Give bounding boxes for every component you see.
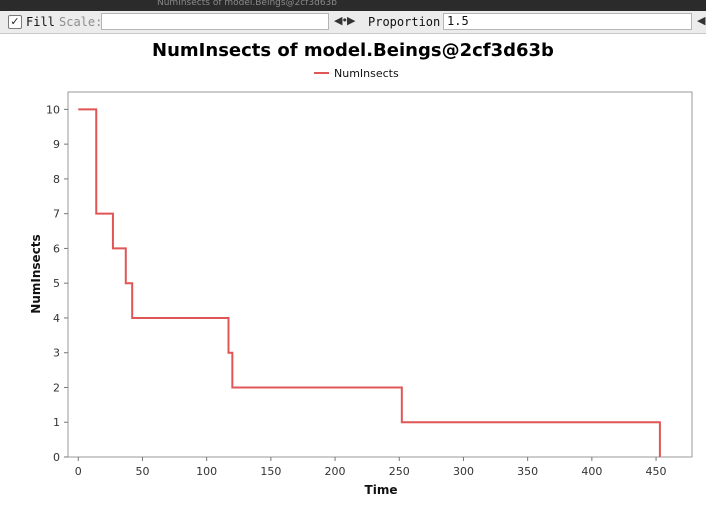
y-tick-label: 2 <box>53 381 60 394</box>
scale-label: Scale: <box>59 15 103 29</box>
x-tick-label: 100 <box>196 465 217 478</box>
y-tick-label: 0 <box>53 451 60 464</box>
y-tick-label: 8 <box>53 173 60 186</box>
y-tick-label: 4 <box>53 312 60 325</box>
plot-area <box>67 91 693 458</box>
legend-label: NumInsects <box>334 67 399 80</box>
window-titlebar: NumInsects of model.Beings@2cf3d63b <box>0 0 706 11</box>
y-tick-label: 5 <box>53 277 60 290</box>
y-tick-label: 7 <box>53 208 60 221</box>
scale-field[interactable] <box>101 13 329 30</box>
fill-label: Fill <box>26 15 55 29</box>
y-tick-label: 9 <box>53 138 60 151</box>
x-tick-label: 450 <box>646 465 667 478</box>
x-tick-label: 150 <box>260 465 281 478</box>
window-title: NumInsects of model.Beings@2cf3d63b <box>157 0 337 8</box>
proportion-field[interactable]: 1.5 <box>443 13 692 30</box>
x-tick-label: 250 <box>389 465 410 478</box>
chart-title: NumInsects of model.Beings@2cf3d63b <box>152 40 554 61</box>
x-tick-label: 400 <box>581 465 602 478</box>
y-tick-label: 3 <box>53 347 60 360</box>
x-axis-label: Time <box>365 483 398 497</box>
y-axis: 0 1 2 3 4 5 6 7 8 9 10 <box>46 103 68 464</box>
x-tick-label: 0 <box>75 465 82 478</box>
x-tick-label: 50 <box>135 465 149 478</box>
proportion-stepper-icon[interactable]: ◀ <box>697 14 706 27</box>
fill-checkbox[interactable]: ✓ <box>8 15 22 29</box>
x-tick-label: 300 <box>453 465 474 478</box>
y-tick-label: 10 <box>46 103 60 116</box>
y-tick-label: 1 <box>53 416 60 429</box>
proportion-label: Proportion: <box>368 15 448 29</box>
x-axis: 0 50 100 150 200 250 300 350 400 450 <box>75 457 667 478</box>
x-tick-label: 350 <box>517 465 538 478</box>
series-line-numinsects <box>78 108 661 457</box>
y-axis-label: NumInsects <box>29 234 43 313</box>
scale-stepper-icon[interactable]: ◀•▶ <box>334 14 355 27</box>
legend: NumInsects <box>314 67 399 80</box>
x-tick-label: 200 <box>325 465 346 478</box>
y-tick-label: 6 <box>53 242 60 255</box>
series-group <box>78 108 661 457</box>
